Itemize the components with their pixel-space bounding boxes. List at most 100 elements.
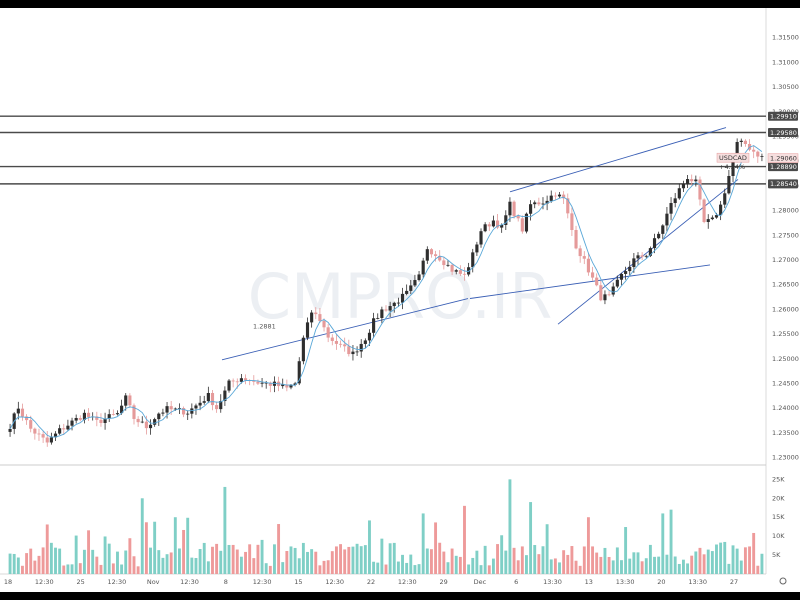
candle-body xyxy=(475,244,479,253)
volume-bar xyxy=(132,556,136,574)
volume-bar xyxy=(429,549,433,574)
volume-bar xyxy=(206,561,210,574)
candle-body xyxy=(33,428,37,434)
candle-body xyxy=(243,378,248,381)
price-level-label: 1.29910 xyxy=(770,112,797,120)
candle-body xyxy=(318,314,322,321)
trendline xyxy=(509,127,727,193)
candle-body xyxy=(524,213,529,232)
candle-body xyxy=(148,424,153,429)
candle-body xyxy=(467,267,471,275)
volume-bar xyxy=(149,547,152,574)
volume-bar xyxy=(615,547,619,574)
volume-bar xyxy=(355,543,359,574)
x-tick-label: 12:30 xyxy=(180,578,199,586)
candle-body xyxy=(735,141,739,160)
volume-bar xyxy=(239,556,243,574)
price-level-tag xyxy=(768,111,798,121)
volume-bar xyxy=(487,565,491,574)
volume-bar xyxy=(665,554,669,574)
candle-body xyxy=(281,384,285,387)
change-label: +4.34% xyxy=(719,163,745,171)
x-tick-label: 12:30 xyxy=(108,578,127,586)
candle-body xyxy=(359,343,363,352)
candle-body xyxy=(665,213,669,226)
volume-bar xyxy=(144,522,148,574)
volume-bar xyxy=(326,560,330,574)
volume-bar xyxy=(706,549,710,574)
usdcad-chart[interactable]: CMPRO.IR1.315001.310001.305001.300001.29… xyxy=(0,8,800,592)
volume-bar xyxy=(450,548,454,574)
x-tick-label: 13:30 xyxy=(543,578,562,586)
volume-bar xyxy=(29,548,33,574)
candle-body xyxy=(86,412,91,417)
volume-bar xyxy=(95,556,99,574)
volume-bar xyxy=(632,552,636,574)
volume-bar xyxy=(91,549,95,574)
candle-body xyxy=(177,408,182,409)
volume-bar xyxy=(731,545,735,574)
volume-bar xyxy=(739,560,743,574)
volume-bar xyxy=(343,549,347,574)
volume-bar xyxy=(715,544,718,574)
volume-bar xyxy=(363,545,367,574)
candle-body xyxy=(487,224,491,227)
candle-body xyxy=(388,306,392,311)
candle-body xyxy=(434,254,438,256)
candle-body xyxy=(628,266,632,272)
x-tick-label: 20 xyxy=(657,578,665,586)
candle-body xyxy=(136,418,140,423)
volume-bar xyxy=(190,557,194,574)
candle-body xyxy=(16,408,20,414)
volume-bar xyxy=(211,546,214,574)
candle-body xyxy=(615,279,619,287)
volume-bar xyxy=(359,546,363,574)
chart-frame xyxy=(0,8,800,592)
volume-bar xyxy=(463,505,466,574)
candle-body xyxy=(29,420,33,429)
symbol-tag xyxy=(716,152,750,163)
volume-bar xyxy=(694,551,698,574)
candle-body xyxy=(376,317,380,319)
volume-bar xyxy=(595,552,599,574)
volume-bar xyxy=(78,563,82,574)
candle-body xyxy=(351,351,355,355)
candle-body xyxy=(355,351,359,353)
candle-body xyxy=(384,309,388,311)
volume-bar xyxy=(574,560,578,574)
candle-body xyxy=(322,320,326,328)
volume-bar xyxy=(186,517,190,574)
candle-body xyxy=(462,273,467,275)
candle-body xyxy=(66,425,70,430)
volume-bar xyxy=(173,517,177,574)
volume-bar xyxy=(479,565,483,574)
trendline xyxy=(557,179,739,325)
candle-body xyxy=(20,408,25,417)
volume-bar xyxy=(392,542,396,574)
settings-icon[interactable] xyxy=(779,577,787,585)
volume-bar xyxy=(45,524,49,574)
candle-body xyxy=(661,225,665,234)
volume-bar xyxy=(260,539,264,574)
volume-bar xyxy=(231,544,235,574)
volume-bar xyxy=(107,543,111,574)
volume-bar xyxy=(690,555,694,574)
y-tick-label: 1.23500 xyxy=(772,429,799,437)
candle-body xyxy=(330,337,334,342)
volume-bar xyxy=(264,563,268,574)
volume-tick-label: 15K xyxy=(772,513,785,521)
volume-tick-label: 25K xyxy=(772,475,785,483)
volume-bar xyxy=(21,565,24,574)
volume-bar xyxy=(624,527,628,574)
y-tick-label: 1.25000 xyxy=(772,355,799,363)
last-price-label: 1.29060 xyxy=(770,154,797,162)
volume-bar xyxy=(553,558,557,574)
volume-bar xyxy=(710,551,714,574)
volume-bar xyxy=(99,564,103,574)
volume-bar xyxy=(380,538,384,574)
volume-bar xyxy=(215,543,219,574)
volume-bar xyxy=(87,530,91,574)
candle-body xyxy=(124,395,128,406)
candle-body xyxy=(182,408,186,415)
candle-body xyxy=(719,204,723,216)
